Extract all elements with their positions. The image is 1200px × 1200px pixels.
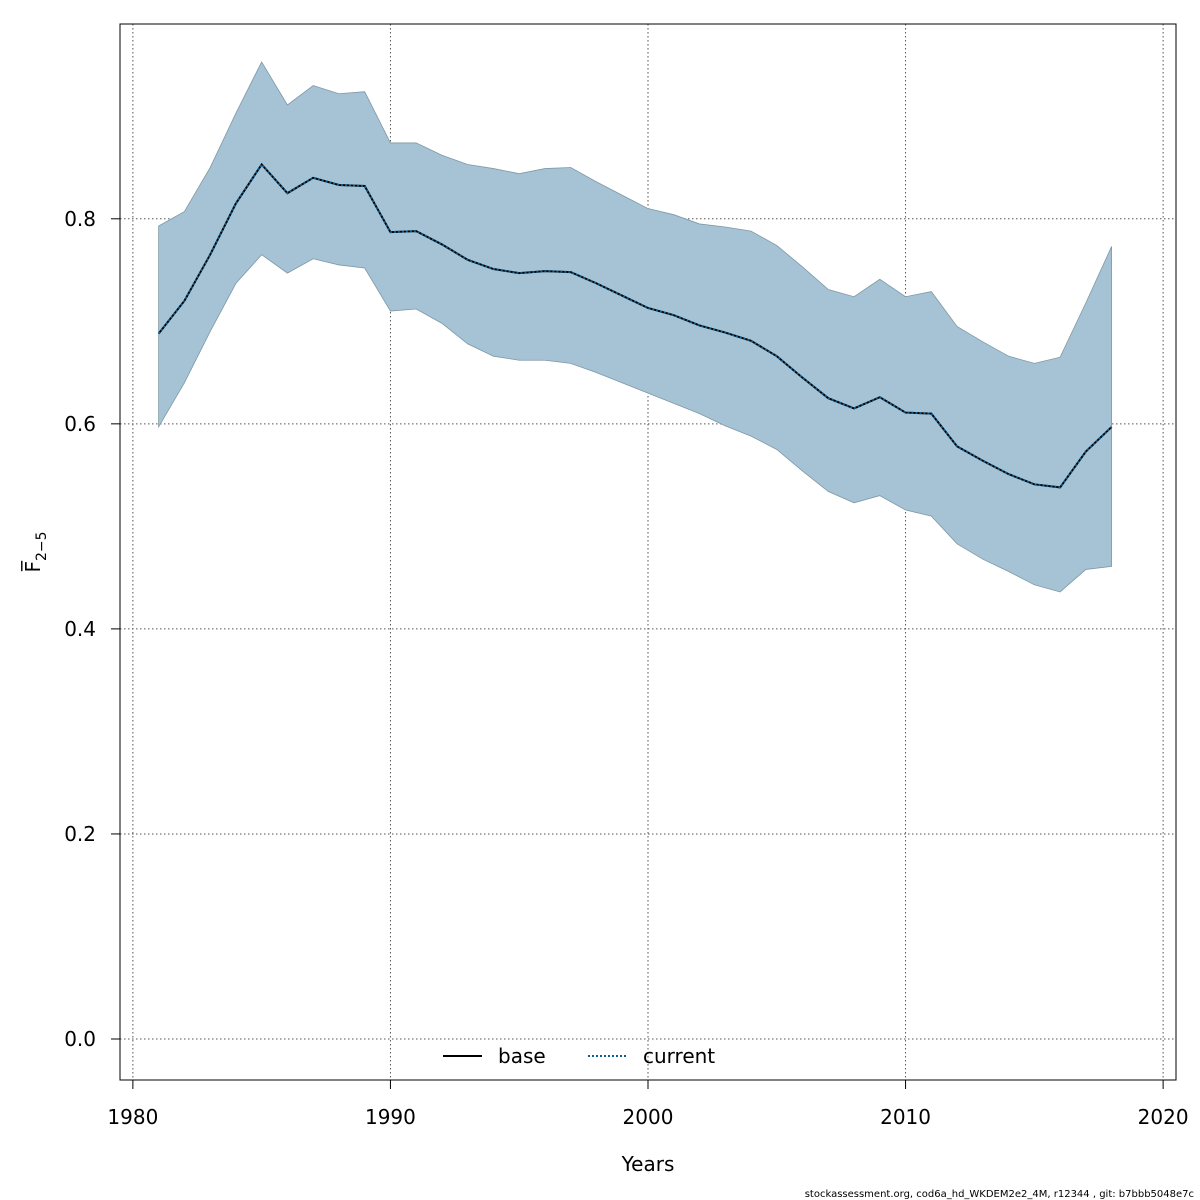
- x-tick-label: 2010: [880, 1105, 931, 1129]
- y-axis: 0.0 0.2 0.4 0.6 0.8: [64, 207, 120, 1051]
- y-tick-label: 0.6: [64, 412, 96, 436]
- y-tick-label: 0.0: [64, 1027, 96, 1051]
- confidence-band: [158, 61, 1113, 593]
- x-tick-label: 1980: [107, 1105, 158, 1129]
- y-axis-title-subscript: 2−5: [34, 531, 50, 561]
- legend-label-current: current: [643, 1044, 715, 1068]
- confidence-band-area: [158, 61, 1113, 593]
- x-tick-label: 2020: [1138, 1105, 1189, 1129]
- series-lines: [157, 162, 1113, 489]
- y-axis-title-main: F̅: [20, 560, 45, 573]
- y-tick-label: 0.2: [64, 822, 96, 846]
- y-axis-title: F̅2−5: [20, 531, 50, 572]
- x-axis-title: Years: [621, 1152, 675, 1176]
- y-tick-label: 0.4: [64, 617, 96, 641]
- x-tick-label: 2000: [623, 1105, 674, 1129]
- x-axis: 1980 1990 2000 2010 2020: [107, 1080, 1189, 1129]
- legend-label-base: base: [498, 1044, 546, 1068]
- legend: base current: [443, 1044, 715, 1068]
- x-tick-label: 1990: [365, 1105, 416, 1129]
- svg-text:F̅2−5: F̅2−5: [20, 531, 50, 572]
- footer-note: stockassessment.org, cod6a_hd_WKDEM2e2_4…: [805, 1189, 1194, 1200]
- y-tick-label: 0.8: [64, 207, 96, 231]
- series-line-current: [157, 162, 1113, 489]
